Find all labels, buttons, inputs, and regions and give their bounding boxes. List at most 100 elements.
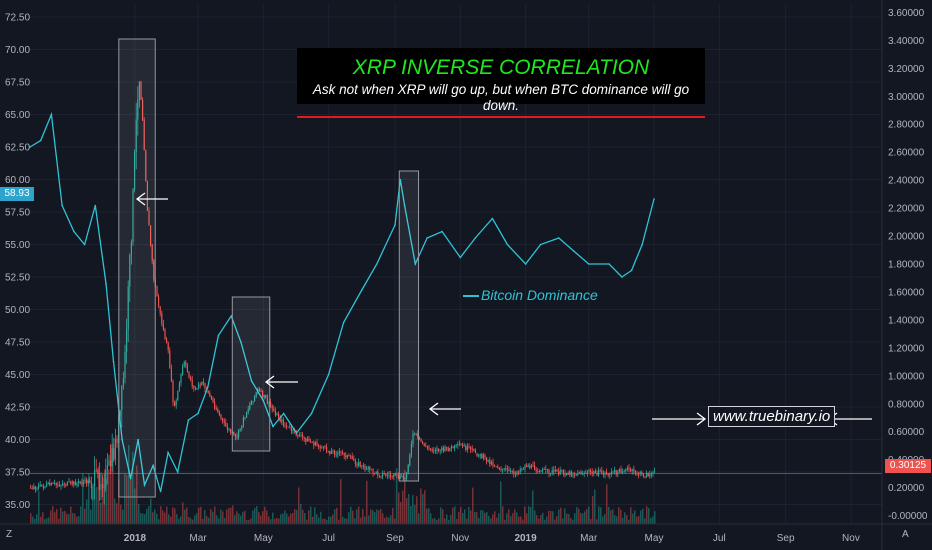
xrp-candle [57, 484, 59, 486]
volume-bar [384, 517, 386, 524]
zoom-corner-label[interactable]: Z [6, 529, 13, 540]
xrp-candle [201, 381, 203, 386]
xrp-candle [284, 425, 286, 427]
dominance-point [152, 464, 154, 467]
xrp-candle [126, 329, 128, 353]
xrp-candle [527, 465, 529, 467]
volume-bar [396, 468, 398, 524]
xrp-candle [532, 465, 534, 467]
xrp-candle [135, 119, 137, 153]
volume-bar [112, 444, 114, 524]
xrp-candle [567, 473, 569, 475]
xrp-candle [250, 401, 252, 405]
xrp-candle [650, 473, 652, 475]
volume-bar [634, 510, 636, 524]
volume-bar [30, 513, 32, 524]
volume-bar [308, 510, 310, 524]
xrp-candle [47, 482, 49, 484]
left-last-value-badge: 58.93 [0, 187, 34, 201]
xrp-candle [335, 454, 337, 456]
volume-bar [302, 509, 304, 524]
xrp-candle [353, 459, 355, 461]
volume-bar [606, 484, 608, 524]
volume-bar [204, 509, 206, 524]
xrp-candle [255, 392, 257, 396]
dominance-point [572, 250, 575, 252]
volume-bar [286, 513, 288, 524]
volume-bar [182, 502, 184, 524]
volume-bar [196, 513, 198, 524]
right-last-value-badge: 0.30125 [885, 459, 931, 473]
left-axis-tick-label: 37.50 [5, 468, 30, 479]
xrp-candle [444, 446, 446, 451]
volume-bar [222, 511, 224, 524]
volume-bar [576, 506, 578, 524]
x-axis-tick-label: Mar [189, 533, 207, 544]
auto-scale-corner-label[interactable]: A [902, 529, 909, 540]
xrp-candle [543, 469, 545, 470]
volume-bar [174, 508, 176, 524]
xrp-candle [212, 398, 214, 403]
volume-bar [468, 506, 470, 524]
chart-title: XRP INVERSE CORRELATION [352, 56, 650, 79]
xrp-candle [455, 444, 457, 446]
xrp-candle [271, 406, 273, 409]
xrp-candle [412, 434, 414, 444]
xrp-candles [30, 80, 882, 505]
xrp-candle [302, 434, 304, 437]
xrp-candle [391, 476, 393, 478]
left-axis-tick-label: 52.50 [5, 273, 30, 284]
volume-bar [572, 519, 574, 524]
volume-bar [416, 496, 418, 524]
xrp-candle [177, 390, 179, 401]
xrp-candle [458, 444, 460, 445]
xrp-candle [606, 472, 608, 474]
xrp-candle [474, 449, 476, 454]
volume-bar [502, 506, 504, 524]
volume-bar [598, 506, 600, 524]
xrp-candle [183, 361, 185, 367]
xrp-candle [580, 471, 582, 475]
volume-bar [640, 510, 642, 524]
xrp-candle [590, 470, 592, 473]
xrp-candle [434, 450, 436, 452]
volume-bar [608, 506, 610, 524]
xrp-candle [73, 481, 75, 485]
volume-bar [260, 515, 262, 524]
volume-bar [594, 489, 596, 524]
xrp-candle [345, 455, 347, 458]
xrp-candle [460, 444, 462, 446]
xrp-candle [167, 343, 169, 351]
xrp-candle [425, 446, 427, 447]
volume-bar [610, 510, 612, 524]
x-axis-tick-label: Nov [451, 533, 469, 544]
volume-bar [438, 518, 440, 524]
right-axis-tick-label: 1.80000 [888, 260, 925, 271]
xrp-candle [322, 446, 324, 448]
xrp-candle [396, 474, 398, 476]
xrp-candle [404, 478, 406, 480]
volume-bar [342, 516, 344, 524]
xrp-candle [164, 329, 166, 339]
xrp-candle [71, 481, 73, 485]
xrp-candle [476, 453, 478, 456]
xrp-candle [423, 443, 425, 447]
volume-bar [298, 487, 300, 524]
xrp-candle [361, 465, 363, 467]
xrp-candle [609, 474, 611, 476]
volume-bar [194, 515, 196, 524]
volume-bar [92, 488, 94, 524]
dominance-point [230, 315, 233, 317]
volume-bar [390, 515, 392, 524]
xrp-candle [342, 452, 344, 454]
volume-bar [450, 515, 452, 524]
volume-bar [240, 515, 242, 524]
volume-bar [600, 507, 602, 524]
volume-bar [550, 510, 552, 524]
volume-bar [380, 508, 382, 524]
volume-bar [90, 509, 92, 524]
xrp-candle [615, 470, 617, 475]
volume-histogram [30, 444, 656, 524]
volume-bar [66, 513, 68, 524]
xrp-candle [210, 396, 212, 399]
